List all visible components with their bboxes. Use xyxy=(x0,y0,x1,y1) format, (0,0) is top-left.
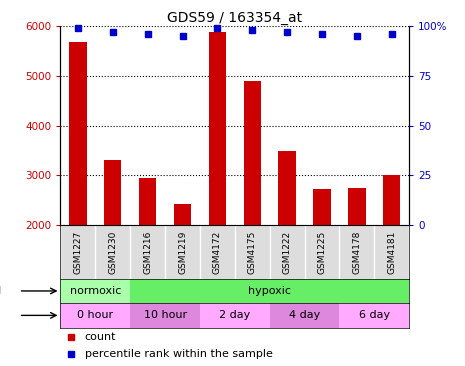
Text: percentile rank within the sample: percentile rank within the sample xyxy=(85,349,273,359)
Text: normoxic: normoxic xyxy=(70,286,121,296)
Text: GSM4178: GSM4178 xyxy=(352,231,361,274)
Bar xyxy=(69,42,86,225)
Text: hypoxic: hypoxic xyxy=(248,286,291,296)
Text: GSM4172: GSM4172 xyxy=(213,231,222,274)
Bar xyxy=(130,279,409,303)
Title: GDS59 / 163354_at: GDS59 / 163354_at xyxy=(167,11,302,25)
Bar xyxy=(279,151,296,225)
Bar xyxy=(339,303,409,328)
Text: GSM1225: GSM1225 xyxy=(318,231,326,274)
Text: time: time xyxy=(0,310,1,320)
Text: 6 day: 6 day xyxy=(359,310,390,320)
Text: GSM4181: GSM4181 xyxy=(387,231,396,274)
Bar xyxy=(104,160,121,225)
Text: GSM1216: GSM1216 xyxy=(143,231,152,274)
Bar xyxy=(270,303,339,328)
Bar xyxy=(244,81,261,225)
Text: protocol: protocol xyxy=(0,286,1,296)
Text: 10 hour: 10 hour xyxy=(144,310,186,320)
Text: GSM1219: GSM1219 xyxy=(178,231,187,274)
Bar xyxy=(200,303,270,328)
Text: GSM1222: GSM1222 xyxy=(283,231,292,274)
Text: 4 day: 4 day xyxy=(289,310,320,320)
Bar xyxy=(209,32,226,225)
Bar xyxy=(139,178,156,225)
Bar xyxy=(383,175,400,225)
Bar xyxy=(348,188,365,225)
Text: count: count xyxy=(85,332,116,342)
Bar xyxy=(130,303,200,328)
Text: 0 hour: 0 hour xyxy=(77,310,113,320)
Bar xyxy=(313,189,331,225)
Bar xyxy=(60,279,130,303)
Bar xyxy=(60,303,130,328)
Text: GSM1230: GSM1230 xyxy=(108,231,117,274)
Text: GSM1227: GSM1227 xyxy=(73,231,82,274)
Text: 2 day: 2 day xyxy=(219,310,251,320)
Bar xyxy=(174,204,191,225)
Text: GSM4175: GSM4175 xyxy=(248,231,257,274)
